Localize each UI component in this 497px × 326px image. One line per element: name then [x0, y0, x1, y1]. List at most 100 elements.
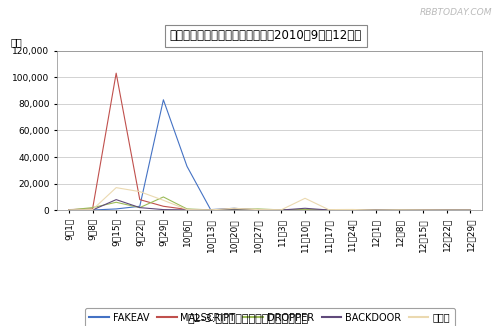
- FAKEAV: [278, 208, 284, 212]
- BACKDOOR: [137, 206, 143, 210]
- その他: [231, 206, 237, 210]
- FAKEAV: [397, 208, 403, 212]
- DROPPER: [397, 208, 403, 212]
- DROPPER: [373, 208, 379, 212]
- Line: その他: その他: [69, 188, 470, 210]
- Legend: FAKEAV, MALSCRIPT, DROPPER, BACKDOOR, その他: FAKEAV, MALSCRIPT, DROPPER, BACKDOOR, その…: [84, 308, 455, 326]
- FAKEAV: [373, 208, 379, 212]
- MALSCRIPT: [467, 208, 473, 212]
- DROPPER: [349, 208, 355, 212]
- FAKEAV: [420, 208, 426, 212]
- Line: FAKEAV: FAKEAV: [69, 100, 470, 210]
- その他: [326, 208, 331, 212]
- Text: RBBTODAY.COM: RBBTODAY.COM: [419, 8, 492, 17]
- MALSCRIPT: [420, 208, 426, 212]
- Line: MALSCRIPT: MALSCRIPT: [69, 73, 470, 210]
- BACKDOOR: [420, 208, 426, 212]
- DROPPER: [326, 208, 331, 212]
- BACKDOOR: [302, 206, 308, 210]
- BACKDOOR: [255, 208, 261, 212]
- MALSCRIPT: [373, 208, 379, 212]
- BACKDOOR: [208, 208, 214, 212]
- FAKEAV: [66, 208, 72, 212]
- DROPPER: [113, 200, 119, 204]
- FAKEAV: [255, 208, 261, 212]
- MALSCRIPT: [326, 208, 331, 212]
- BACKDOOR: [278, 208, 284, 212]
- その他: [420, 208, 426, 212]
- BACKDOOR: [231, 208, 237, 212]
- FAKEAV: [444, 208, 450, 212]
- その他: [184, 208, 190, 212]
- BACKDOOR: [397, 208, 403, 212]
- MALSCRIPT: [208, 208, 214, 212]
- MALSCRIPT: [397, 208, 403, 212]
- FAKEAV: [113, 207, 119, 211]
- DROPPER: [161, 195, 166, 199]
- BACKDOOR: [349, 208, 355, 212]
- DROPPER: [444, 208, 450, 212]
- DROPPER: [302, 208, 308, 212]
- MALSCRIPT: [66, 208, 72, 212]
- DROPPER: [184, 207, 190, 211]
- FAKEAV: [467, 208, 473, 212]
- その他: [255, 208, 261, 212]
- その他: [278, 208, 284, 212]
- その他: [302, 196, 308, 200]
- その他: [89, 208, 95, 212]
- FAKEAV: [137, 204, 143, 208]
- その他: [137, 190, 143, 194]
- DROPPER: [255, 207, 261, 211]
- その他: [397, 208, 403, 212]
- DROPPER: [89, 206, 95, 210]
- FAKEAV: [89, 208, 95, 212]
- FAKEAV: [208, 208, 214, 212]
- FAKEAV: [231, 206, 237, 210]
- DROPPER: [278, 208, 284, 212]
- DROPPER: [467, 208, 473, 212]
- BACKDOOR: [66, 208, 72, 212]
- MALSCRIPT: [255, 208, 261, 212]
- MALSCRIPT: [137, 198, 143, 201]
- DROPPER: [231, 208, 237, 212]
- DROPPER: [420, 208, 426, 212]
- DROPPER: [208, 208, 214, 212]
- その他: [66, 208, 72, 212]
- Text: 図2-3:不正プログラムの検知件数推移: 図2-3:不正プログラムの検知件数推移: [188, 313, 309, 323]
- BACKDOOR: [161, 208, 166, 212]
- その他: [467, 208, 473, 212]
- その他: [444, 208, 450, 212]
- MALSCRIPT: [113, 71, 119, 75]
- Line: BACKDOOR: BACKDOOR: [69, 200, 470, 210]
- BACKDOOR: [373, 208, 379, 212]
- DROPPER: [66, 208, 72, 212]
- FAKEAV: [326, 208, 331, 212]
- MALSCRIPT: [89, 207, 95, 211]
- MALSCRIPT: [184, 208, 190, 212]
- BACKDOOR: [326, 208, 331, 212]
- BACKDOOR: [89, 208, 95, 212]
- FAKEAV: [302, 208, 308, 212]
- その他: [373, 208, 379, 212]
- BACKDOOR: [184, 208, 190, 212]
- MALSCRIPT: [444, 208, 450, 212]
- MALSCRIPT: [161, 204, 166, 208]
- その他: [208, 208, 214, 212]
- Text: 個数: 個数: [10, 37, 22, 47]
- DROPPER: [137, 206, 143, 210]
- Text: 不正プログラムの検知件数推移（2010年9月～12月）: 不正プログラムの検知件数推移（2010年9月～12月）: [170, 29, 362, 42]
- Line: DROPPER: DROPPER: [69, 197, 470, 210]
- その他: [349, 208, 355, 212]
- FAKEAV: [184, 164, 190, 168]
- MALSCRIPT: [349, 208, 355, 212]
- BACKDOOR: [467, 208, 473, 212]
- その他: [113, 186, 119, 190]
- BACKDOOR: [113, 198, 119, 201]
- FAKEAV: [349, 208, 355, 212]
- MALSCRIPT: [231, 207, 237, 211]
- FAKEAV: [161, 98, 166, 102]
- その他: [161, 198, 166, 202]
- MALSCRIPT: [278, 208, 284, 212]
- BACKDOOR: [444, 208, 450, 212]
- MALSCRIPT: [302, 208, 308, 212]
